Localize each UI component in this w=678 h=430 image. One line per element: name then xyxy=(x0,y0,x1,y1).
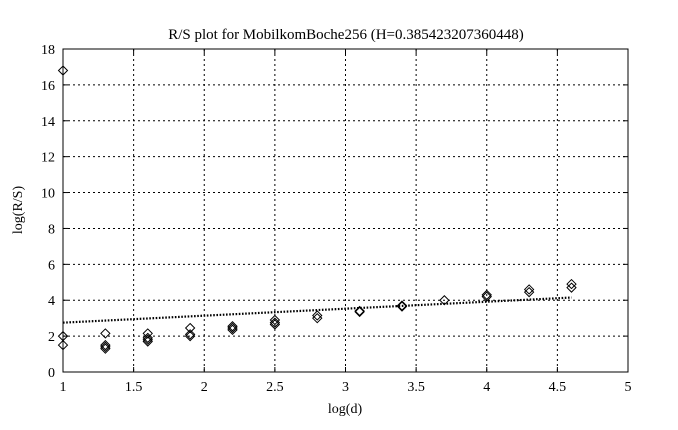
data-point xyxy=(100,343,111,354)
fit-line xyxy=(62,296,572,324)
y-tick-label: 16 xyxy=(41,79,55,94)
y-tick-label: 18 xyxy=(41,43,55,58)
y-ticks: 0 2 4 6 8 10 12 14 16 18 xyxy=(41,43,628,381)
data-point xyxy=(481,289,492,301)
x-tick-label: 4.5 xyxy=(549,380,567,395)
x-tick-label: 5 xyxy=(625,380,632,395)
x-tick-label: 1 xyxy=(60,380,67,395)
data-point xyxy=(142,328,153,339)
x-tick-label: 1.5 xyxy=(125,380,143,395)
x-tick-label: 4 xyxy=(483,380,490,395)
chart-title: R/S plot for MobilkomBoche256 (H=0.38542… xyxy=(168,27,524,43)
data-point xyxy=(481,291,492,302)
y-tick-label: 4 xyxy=(48,294,55,309)
data-point xyxy=(184,322,196,334)
data-point xyxy=(100,339,111,351)
y-tick-label: 8 xyxy=(48,222,55,237)
data-point xyxy=(184,329,196,340)
data-points xyxy=(57,65,577,354)
x-tick-label: 2.5 xyxy=(266,380,284,395)
data-point xyxy=(142,334,153,345)
data-point xyxy=(142,332,153,344)
y-tick-label: 0 xyxy=(48,366,55,381)
data-point xyxy=(354,305,365,317)
data-point xyxy=(142,336,153,347)
y-tick-label: 14 xyxy=(41,115,55,130)
x-ticks: 1 1.5 2 2.5 3 3.5 4 4.5 5 xyxy=(60,49,632,395)
data-point xyxy=(312,310,323,321)
data-point xyxy=(269,317,281,328)
data-point xyxy=(354,306,365,318)
y-tick-label: 12 xyxy=(41,151,55,166)
data-point xyxy=(227,324,238,336)
x-tick-label: 3.5 xyxy=(407,380,425,395)
data-point xyxy=(312,312,323,324)
y-tick-label: 2 xyxy=(48,330,55,345)
data-point xyxy=(100,341,111,353)
x-tick-label: 3 xyxy=(342,380,349,395)
grid xyxy=(63,49,628,372)
data-point xyxy=(523,284,535,295)
data-point xyxy=(566,278,577,290)
y-tick-label: 6 xyxy=(48,258,55,273)
y-tick-label: 10 xyxy=(41,187,55,202)
x-axis-label: log(d) xyxy=(328,402,363,417)
data-point xyxy=(269,314,281,326)
data-point xyxy=(523,286,535,298)
y-axis-label: log(R/S) xyxy=(11,186,26,235)
x-tick-label: 2 xyxy=(201,380,208,395)
data-point xyxy=(227,322,238,334)
data-point xyxy=(269,319,281,330)
data-point xyxy=(227,321,238,332)
data-point xyxy=(396,300,408,311)
data-point xyxy=(184,330,196,342)
data-point xyxy=(100,328,111,339)
data-point xyxy=(566,282,577,293)
